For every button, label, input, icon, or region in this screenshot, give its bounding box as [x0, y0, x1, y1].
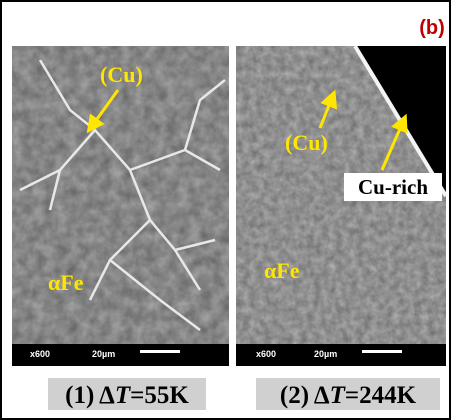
- phase-label: αFe: [264, 258, 300, 283]
- phase-label: αFe: [48, 270, 84, 295]
- right-micrograph: x600 20µm (Cu) Cu-rich αFe: [236, 46, 446, 366]
- phase-label: (Cu): [285, 130, 328, 155]
- phase-label: Cu-rich: [358, 175, 428, 199]
- left-micrograph: x600 20µm (Cu) αFe: [12, 46, 229, 366]
- caption: (1) ΔT=55K: [65, 382, 189, 409]
- magnification: x600: [256, 349, 276, 359]
- caption-part: =55K: [130, 382, 189, 409]
- figure: (b) x600 20µm (Cu) αFe x600 20µm (Cu) Cu…: [0, 0, 451, 420]
- caption: (2) ΔT=244K: [280, 382, 417, 409]
- panel-label: (b): [419, 17, 445, 39]
- magnification: x600: [30, 349, 50, 359]
- phase-label: (Cu): [100, 62, 143, 87]
- caption-part: (1) Δ: [65, 382, 115, 409]
- scale-label: 20µm: [314, 349, 337, 359]
- caption-part: (2) Δ: [280, 382, 330, 409]
- caption-part: =244K: [345, 382, 417, 409]
- scale-label: 20µm: [92, 349, 115, 359]
